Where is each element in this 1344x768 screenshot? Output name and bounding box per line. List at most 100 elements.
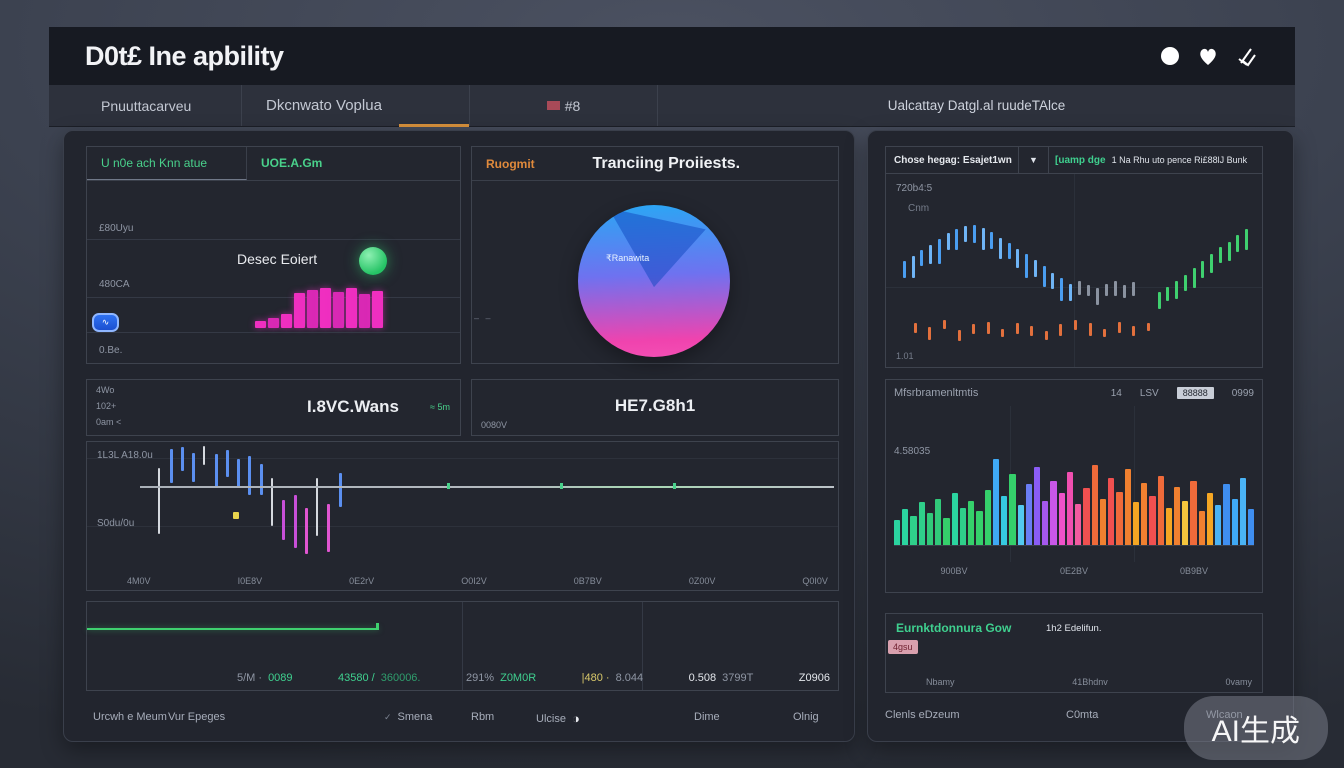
tab-right[interactable]: Ualcattay Datgl.al ruudeTAlce xyxy=(658,85,1295,126)
candle xyxy=(946,233,950,251)
tab-3[interactable]: #8 xyxy=(470,85,658,126)
breakout-y-label-2: 480CA xyxy=(99,279,130,290)
footer-item[interactable]: Rbm xyxy=(471,711,495,723)
bar xyxy=(984,489,991,545)
meta-1[interactable]: 14 xyxy=(1110,387,1122,399)
bar xyxy=(1001,496,1008,545)
spark-stats-card: 5/M · 0089 43580 / 360006. 291% Z0M0R |480 … xyxy=(86,601,839,691)
tab-2-label: Dkcnwato Voplua xyxy=(266,97,382,114)
bar xyxy=(968,500,975,545)
footer-item[interactable]: Ulcise ◑ xyxy=(536,711,580,726)
candle xyxy=(1146,323,1150,332)
divider xyxy=(462,602,463,690)
footer-item[interactable]: Clenls eDzeum xyxy=(885,709,960,721)
chart-controls: Chose hegag: Esajet1wn ▼ [uamp dge 1 Na … xyxy=(886,147,1262,174)
bar xyxy=(1165,507,1172,545)
circle-icon[interactable] xyxy=(1159,45,1181,67)
pie-card-header: Ruogmit Tranciing Proiiests. xyxy=(472,147,838,181)
bar xyxy=(902,509,909,545)
market-chart-section: Chose hegag: Esajet1wn ▼ [uamp dge 1 Na … xyxy=(885,146,1263,368)
bar xyxy=(1157,475,1164,545)
gridline xyxy=(87,239,460,240)
candle xyxy=(1227,241,1231,262)
candle xyxy=(1044,331,1048,340)
summary-badge[interactable]: 4gsu xyxy=(888,640,918,654)
stats-row: 5/M · 0089 43580 / 360006. 291% Z0M0R |480 … xyxy=(237,672,830,684)
tab-3-label: #8 xyxy=(564,97,581,114)
candle xyxy=(999,237,1003,259)
candle xyxy=(1033,260,1037,277)
tab-1[interactable]: Pnuuttacarveu xyxy=(49,85,242,126)
meta-4[interactable]: 0999 xyxy=(1231,387,1254,399)
bar xyxy=(346,288,357,328)
bar xyxy=(1223,484,1230,545)
heart-icon[interactable] xyxy=(1197,45,1219,67)
bar xyxy=(294,292,305,328)
candle xyxy=(1077,281,1081,295)
candle xyxy=(225,450,229,477)
price-label-top: 720b4:5 xyxy=(896,183,933,194)
bar xyxy=(1050,480,1057,545)
bar xyxy=(926,512,934,545)
volume-header: Mfsrbramenltmtis 14 LSV 88888 0999 xyxy=(886,380,1262,406)
footer-item[interactable]: Vur Epeges xyxy=(168,711,226,723)
main-price-chart-card: 1L3L A18.0u S0du/0u 4M0V I0E8V 0E2rV O0I… xyxy=(86,441,839,591)
divider xyxy=(642,602,643,690)
header-icons xyxy=(1159,45,1257,67)
footer-item[interactable]: Olnig xyxy=(793,711,819,723)
line-tick xyxy=(672,483,676,489)
candle xyxy=(248,456,252,495)
footer-item[interactable]: Dime xyxy=(694,711,720,723)
moon-toggle-icon[interactable]: ◑ xyxy=(571,711,580,726)
x-tick: O0I2V xyxy=(461,576,487,586)
logo-chip-icon[interactable]: ∿ xyxy=(92,313,119,332)
bar xyxy=(1141,482,1148,545)
candle xyxy=(192,452,196,482)
meta-3-highlight[interactable]: 88888 xyxy=(1176,387,1214,399)
bar xyxy=(1124,469,1131,545)
candle xyxy=(1236,234,1240,252)
candle xyxy=(1245,229,1249,251)
volume-section: Mfsrbramenltmtis 14 LSV 88888 0999 4.580… xyxy=(885,379,1263,593)
status-dot-icon xyxy=(359,247,387,275)
candle xyxy=(1001,328,1005,337)
check-icon: ✓ xyxy=(384,711,392,722)
bar xyxy=(1025,484,1032,545)
candle xyxy=(1104,283,1108,297)
candle xyxy=(1007,243,1011,259)
edit-strike-icon[interactable] xyxy=(1235,45,1257,67)
stat-right-corner: 0080V xyxy=(481,420,508,430)
tab-2[interactable]: Dkcnwato Voplua xyxy=(242,85,470,127)
symbol-select[interactable]: Chose hegag: Esajet1wn xyxy=(886,147,1019,173)
x-tick: 0vamy xyxy=(1225,677,1252,687)
gridline xyxy=(1074,174,1075,367)
footer-item[interactable]: ✓ Smena xyxy=(384,711,433,723)
meta-2[interactable]: LSV xyxy=(1139,387,1159,399)
bar xyxy=(1149,496,1156,545)
candle xyxy=(1192,268,1196,288)
dropdown-arrow-button[interactable]: ▼ xyxy=(1019,147,1049,173)
candle xyxy=(1123,285,1127,298)
bar xyxy=(935,498,942,545)
gridline xyxy=(87,297,460,298)
bar xyxy=(992,458,1000,545)
breakout-title-a[interactable]: U n0e ach Knn atue xyxy=(87,147,247,180)
bar xyxy=(1182,500,1189,545)
candle xyxy=(327,504,331,553)
bar xyxy=(359,294,370,328)
footer-item[interactable]: Urcwh e Meum xyxy=(93,711,167,723)
candle xyxy=(203,445,206,465)
candle xyxy=(1042,265,1046,287)
candle xyxy=(180,446,184,471)
candle xyxy=(964,226,968,242)
stat-value: 360006. xyxy=(380,672,421,684)
line-tick xyxy=(560,483,564,489)
candle xyxy=(1201,261,1205,279)
footer-item[interactable]: C0mta xyxy=(1066,709,1099,721)
main-chart-y-label-2: S0du/0u xyxy=(97,518,135,529)
x-tick: 41Bhdnv xyxy=(1072,677,1108,687)
x-tick: 900BV xyxy=(940,566,968,576)
red-badge-icon xyxy=(546,101,560,110)
breakout-card: U n0e ach Knn atue UOE.A.Gm £80Uyu Desec… xyxy=(86,146,461,364)
tab-bar: Pnuuttacarveu Dkcnwato Voplua #8 Ualcatt… xyxy=(49,85,1295,127)
